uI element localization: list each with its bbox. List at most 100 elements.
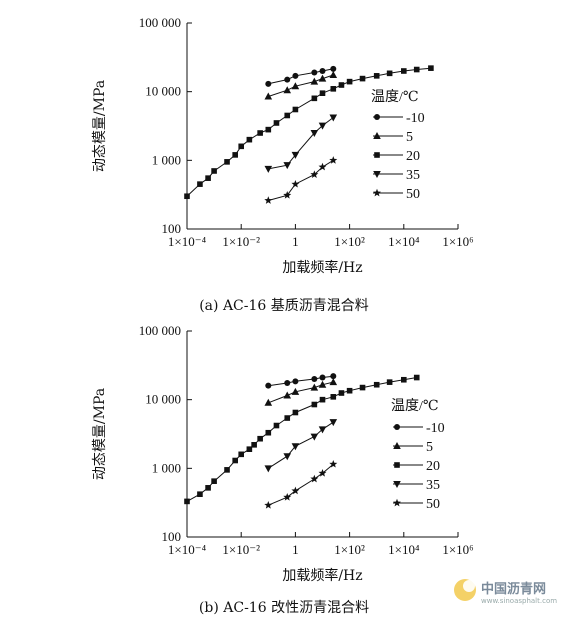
data-point xyxy=(319,90,326,96)
data-point xyxy=(251,442,257,448)
data-point xyxy=(232,457,238,464)
data-point xyxy=(413,66,420,73)
legend-label: 5 xyxy=(426,440,433,455)
legend-label: 50 xyxy=(406,187,420,202)
data-point xyxy=(211,478,217,484)
data-point xyxy=(291,151,300,159)
y-tick-label: 100 xyxy=(162,221,182,236)
y-tick-label: 100 000 xyxy=(139,323,181,338)
data-point xyxy=(283,162,292,170)
legend-label: 50 xyxy=(426,497,440,512)
x-tick-label: 1×10⁻⁴ xyxy=(168,234,207,249)
x-tick-label: 1×10² xyxy=(334,542,365,557)
data-point xyxy=(329,114,338,122)
y-tick-label: 10 000 xyxy=(145,392,181,407)
y-tick-label: 1 000 xyxy=(152,460,181,475)
chart-a: 100 1 000 10 000 100 000 1×10⁻⁴ 1×10⁻² 1 1×10² 1… xyxy=(92,15,474,314)
data-point xyxy=(283,191,292,199)
data-point xyxy=(265,126,272,133)
data-point xyxy=(264,165,273,173)
watermark-subtext: www.sinoasphalt.com xyxy=(481,597,557,605)
legend-label: 20 xyxy=(426,459,440,474)
data-point xyxy=(373,381,380,388)
data-point xyxy=(318,74,327,82)
data-point xyxy=(310,77,319,85)
data-point xyxy=(257,435,263,442)
legend-label: -10 xyxy=(426,421,445,436)
x-tick-label: 1 xyxy=(292,542,299,557)
data-point xyxy=(283,453,292,461)
legend-label: 20 xyxy=(406,149,420,164)
y-tick-label: 1 000 xyxy=(152,152,181,167)
data-point xyxy=(264,465,273,473)
series-20 xyxy=(184,65,434,200)
legend-title: 温度/℃ xyxy=(371,89,419,105)
data-point xyxy=(264,92,273,100)
data-point xyxy=(330,373,337,380)
data-point xyxy=(428,65,434,71)
data-point xyxy=(311,401,318,408)
data-point xyxy=(310,474,319,483)
data-point xyxy=(310,170,319,178)
data-point xyxy=(329,70,338,78)
data-point xyxy=(346,387,353,394)
data-point xyxy=(184,193,190,200)
legend-label: 35 xyxy=(406,168,420,183)
data-point xyxy=(330,394,337,400)
legend-label: -10 xyxy=(406,111,425,126)
data-point xyxy=(205,175,211,181)
data-point xyxy=(310,433,319,441)
data-point xyxy=(273,120,280,126)
series-line xyxy=(268,463,334,506)
data-point xyxy=(284,76,291,83)
data-point xyxy=(273,422,280,429)
series-5 xyxy=(264,378,338,406)
data-point xyxy=(197,491,203,498)
chart-caption: (b) AC-16 改性沥青混合料 xyxy=(199,600,369,616)
watermark-logo-icon xyxy=(454,579,476,601)
data-point xyxy=(265,80,272,87)
data-point xyxy=(224,467,230,473)
data-point xyxy=(292,378,299,385)
data-point xyxy=(205,485,211,491)
x-axis-title: 加载频率/Hz xyxy=(282,259,362,276)
x-tick-label: 1×10⁻⁴ xyxy=(168,542,207,557)
data-point xyxy=(291,486,300,495)
legend-title: 温度/℃ xyxy=(391,398,439,414)
x-tick-label: 1×10⁴ xyxy=(388,234,420,249)
data-point xyxy=(311,375,318,382)
data-point xyxy=(283,86,292,94)
data-point xyxy=(283,492,292,501)
data-point xyxy=(318,380,327,388)
series-35 xyxy=(264,419,338,473)
legend: 温度/℃ -10 5 20 35 50 xyxy=(371,89,425,202)
data-point xyxy=(232,152,238,158)
data-point xyxy=(310,383,319,391)
y-axis-title: 动态模量/MPa xyxy=(92,80,108,172)
data-point xyxy=(318,122,327,130)
data-point xyxy=(329,419,338,427)
legend-marker xyxy=(373,171,381,178)
series-5 xyxy=(264,70,338,100)
y-tick-label: 100 xyxy=(162,529,182,544)
data-point xyxy=(386,379,393,385)
x-tick-label: 1×10⁶ xyxy=(442,234,473,249)
data-point xyxy=(184,498,190,505)
series-35 xyxy=(264,114,338,173)
data-point xyxy=(264,398,273,406)
data-point xyxy=(264,196,273,204)
x-tick-label: 1×10⁻² xyxy=(222,234,260,249)
y-axis-title: 动态模量/MPa xyxy=(92,388,108,480)
data-point xyxy=(319,67,326,74)
legend-marker xyxy=(374,152,380,158)
data-point xyxy=(413,374,420,381)
data-point xyxy=(291,387,300,395)
data-point xyxy=(238,143,244,150)
data-point xyxy=(292,409,299,416)
data-point xyxy=(246,136,253,143)
data-point xyxy=(265,382,272,389)
data-point xyxy=(283,391,292,399)
chart-caption: (a) AC-16 基质沥青混合料 xyxy=(199,297,369,314)
series--10 xyxy=(265,373,337,389)
